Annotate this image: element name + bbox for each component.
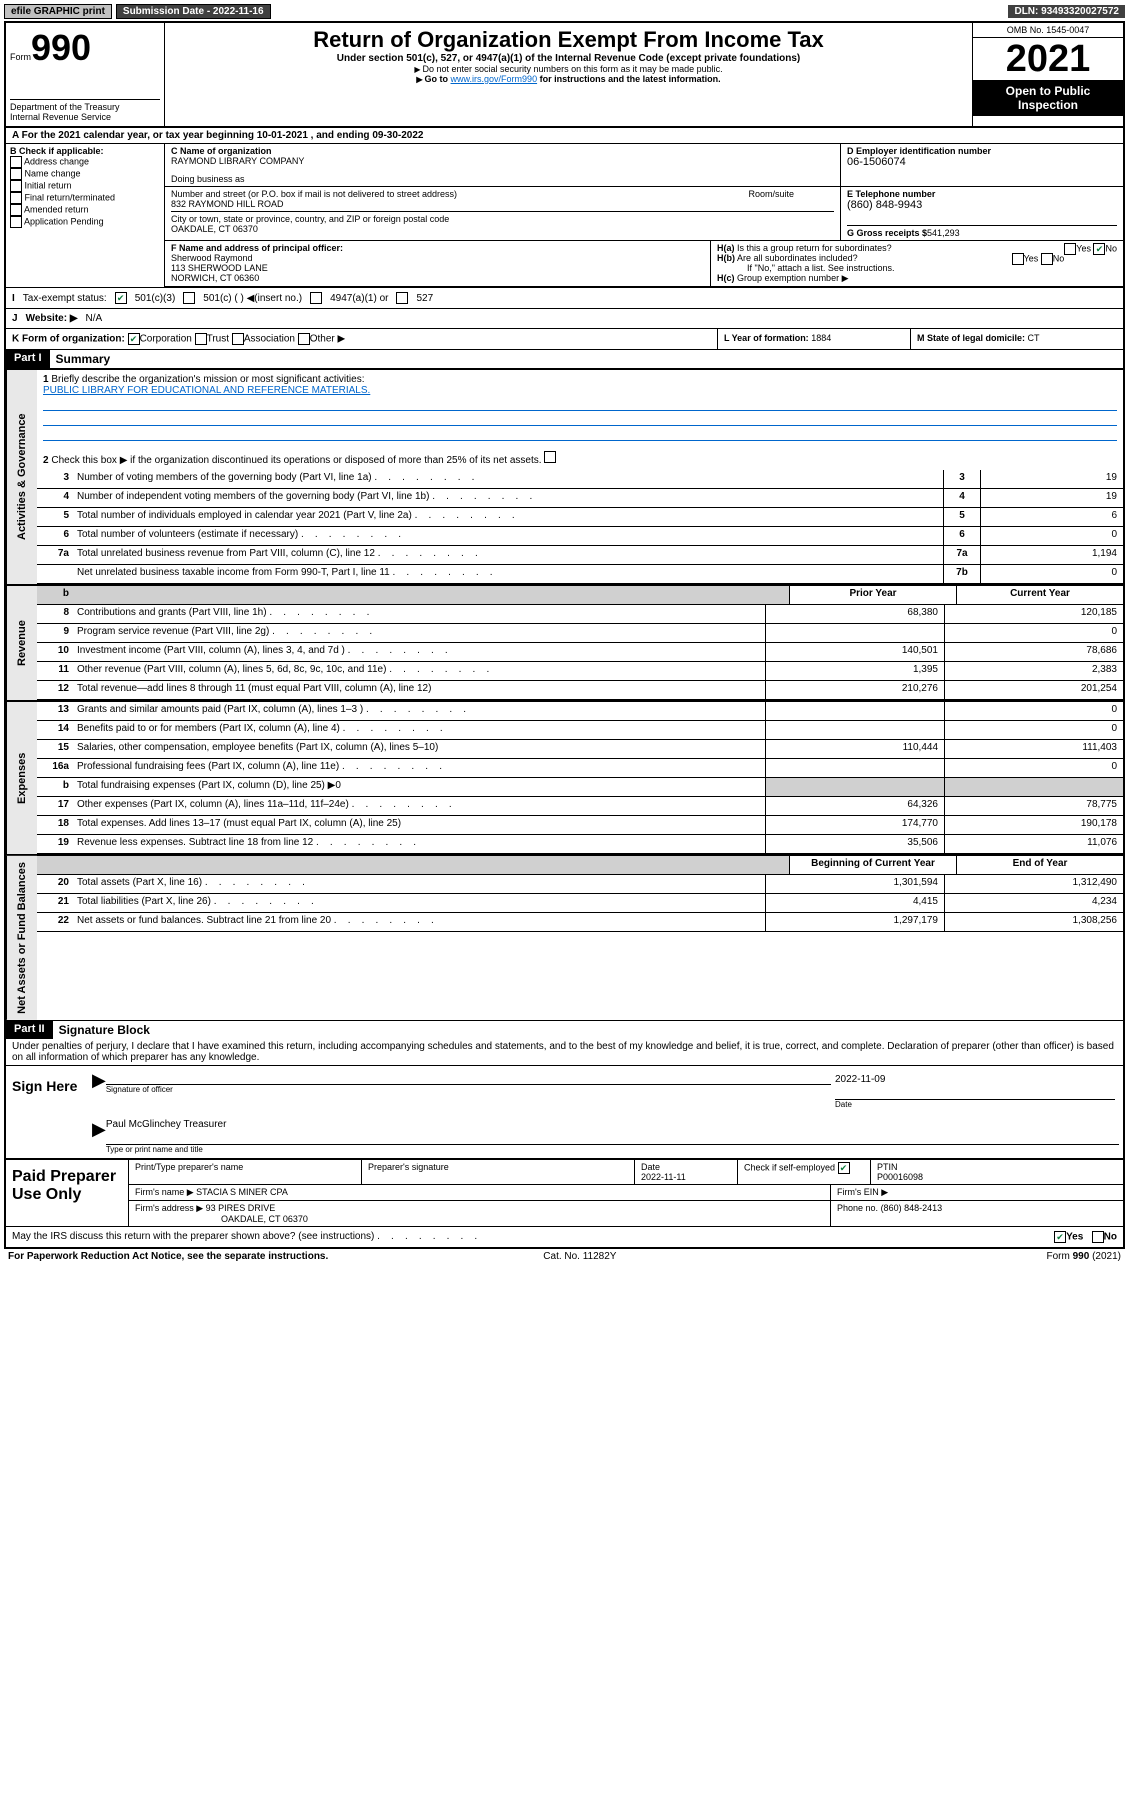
- year-box: OMB No. 1545-0047 2021 Open to Public In…: [972, 23, 1123, 126]
- discuss-no[interactable]: [1092, 1231, 1104, 1243]
- part1-header: Part I Summary: [6, 349, 1123, 368]
- submission-button[interactable]: Submission Date - 2022-11-16: [116, 4, 271, 19]
- chk-final-return[interactable]: [10, 192, 22, 204]
- mission-text: PUBLIC LIBRARY FOR EDUCATIONAL AND REFER…: [43, 385, 370, 396]
- chk-4947[interactable]: [310, 292, 322, 304]
- chk-trust[interactable]: [195, 333, 207, 345]
- netassets-section: Net Assets or Fund Balances Beginning of…: [6, 854, 1123, 1020]
- paid-preparer-block: Paid Preparer Use Only Print/Type prepar…: [6, 1158, 1123, 1226]
- chk-amended[interactable]: [10, 204, 22, 216]
- ha-yes[interactable]: [1064, 243, 1076, 255]
- efile-button[interactable]: efile GRAPHIC print: [4, 4, 112, 19]
- expenses-section: Expenses 13Grants and similar amounts pa…: [6, 700, 1123, 854]
- revenue-section: Revenue bPrior YearCurrent Year 8Contrib…: [6, 584, 1123, 700]
- chk-assoc[interactable]: [232, 333, 244, 345]
- chk-527[interactable]: [396, 292, 408, 304]
- chk-501c[interactable]: [183, 292, 195, 304]
- row-k: K Form of organization: Corporation Trus…: [6, 328, 1123, 349]
- form-container: Form990 Department of the TreasuryIntern…: [4, 21, 1125, 1249]
- discuss-yes[interactable]: [1054, 1231, 1066, 1243]
- ha-no[interactable]: [1093, 243, 1105, 255]
- street-cell: Number and street (or P.O. box if mail i…: [165, 187, 840, 240]
- discuss-row: May the IRS discuss this return with the…: [6, 1226, 1123, 1247]
- officer-cell: F Name and address of principal officer:…: [165, 241, 710, 286]
- section-b: B Check if applicable: Address change Na…: [6, 144, 165, 287]
- tax-year: 2021: [973, 38, 1123, 80]
- ein-cell: D Employer identification number 06-1506…: [840, 144, 1123, 186]
- form-title: Return of Organization Exempt From Incom…: [169, 27, 968, 53]
- row-a-tax-year: A For the 2021 calendar year, or tax yea…: [6, 127, 1123, 144]
- org-name-cell: C Name of organization RAYMOND LIBRARY C…: [165, 144, 840, 186]
- perjury-declaration: Under penalties of perjury, I declare th…: [6, 1039, 1123, 1065]
- phone-cell: E Telephone number (860) 848-9943 G Gros…: [840, 187, 1123, 240]
- form-prefix: Form: [10, 52, 31, 62]
- chk-discontinued[interactable]: [544, 451, 556, 463]
- tab-expenses: Expenses: [6, 702, 37, 854]
- entity-grid: B Check if applicable: Address change Na…: [6, 144, 1123, 287]
- section-c-wrap: C Name of organization RAYMOND LIBRARY C…: [165, 144, 1123, 287]
- page-footer: For Paperwork Reduction Act Notice, see …: [4, 1249, 1125, 1264]
- dln-label: DLN: 93493320027572: [1008, 5, 1125, 18]
- arrow-icon: ▶: [92, 1119, 106, 1154]
- chk-501c3[interactable]: [115, 292, 127, 304]
- tab-governance: Activities & Governance: [6, 370, 37, 584]
- chk-corp[interactable]: [128, 333, 140, 345]
- arrow-icon: ▶: [92, 1070, 106, 1113]
- chk-other[interactable]: [298, 333, 310, 345]
- row-j-website: J Website: ▶ N/A: [6, 308, 1123, 328]
- dept-label: Department of the TreasuryInternal Reven…: [10, 99, 160, 122]
- tab-revenue: Revenue: [6, 586, 37, 700]
- open-public-label: Open to Public Inspection: [973, 80, 1123, 116]
- chk-pending[interactable]: [10, 216, 22, 228]
- omb-number: OMB No. 1545-0047: [973, 23, 1123, 38]
- governance-section: Activities & Governance 1 Briefly descri…: [6, 368, 1123, 584]
- hb-no[interactable]: [1041, 253, 1053, 265]
- instructions-link[interactable]: www.irs.gov/Form990: [451, 74, 538, 84]
- form-number-box: Form990 Department of the TreasuryIntern…: [6, 23, 165, 126]
- row-i-tax-status: I Tax-exempt status: 501(c)(3) 501(c) ( …: [6, 287, 1123, 308]
- chk-self-employed[interactable]: [838, 1162, 850, 1174]
- sign-here-block: Sign Here ▶ Signature of officer 2022-11…: [6, 1065, 1123, 1158]
- title-box: Return of Organization Exempt From Incom…: [165, 23, 972, 126]
- form-note2: Go to www.irs.gov/Form990 for instructio…: [169, 74, 968, 84]
- form-subtitle: Under section 501(c), 527, or 4947(a)(1)…: [169, 53, 968, 64]
- section-h: H(a) Is this a group return for subordin…: [710, 241, 1123, 286]
- form-note1: Do not enter social security numbers on …: [169, 64, 968, 74]
- hb-yes[interactable]: [1012, 253, 1024, 265]
- form-header: Form990 Department of the TreasuryIntern…: [6, 23, 1123, 127]
- form-number: 990: [31, 27, 91, 68]
- chk-address-change[interactable]: [10, 156, 22, 168]
- chk-name-change[interactable]: [10, 168, 22, 180]
- top-toolbar: efile GRAPHIC print Submission Date - 20…: [4, 4, 1125, 19]
- chk-initial-return[interactable]: [10, 180, 22, 192]
- part2-header: Part II Signature Block: [6, 1020, 1123, 1039]
- tab-netassets: Net Assets or Fund Balances: [6, 856, 37, 1020]
